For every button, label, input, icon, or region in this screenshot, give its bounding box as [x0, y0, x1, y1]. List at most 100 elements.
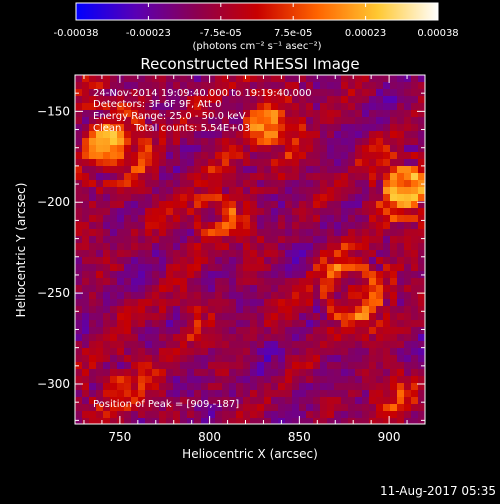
heatmap-cell	[236, 327, 244, 335]
heatmap-cell	[222, 257, 230, 265]
heatmap-cell	[362, 383, 370, 391]
heatmap-cell	[390, 243, 398, 251]
heatmap-cell	[250, 334, 258, 342]
heatmap-cell	[383, 194, 391, 202]
heatmap-cell	[117, 180, 125, 188]
heatmap-cell	[159, 257, 167, 265]
heatmap-cell	[327, 250, 335, 258]
heatmap-cell	[117, 397, 125, 405]
heatmap-cell	[404, 166, 412, 174]
heatmap-cell	[306, 390, 314, 398]
heatmap-cell	[180, 306, 188, 314]
heatmap-cell	[383, 124, 391, 132]
heatmap-cell	[376, 103, 384, 111]
heatmap-cell	[89, 124, 97, 132]
heatmap-cell	[341, 96, 349, 104]
heatmap-cell	[264, 397, 272, 405]
heatmap-cell	[369, 180, 377, 188]
heatmap-cell	[222, 110, 230, 118]
heatmap-cell	[264, 264, 272, 272]
heatmap-cell	[390, 89, 398, 97]
heatmap-cell	[236, 404, 244, 412]
heatmap-cell	[285, 222, 293, 230]
heatmap-cell	[180, 138, 188, 146]
heatmap-cell	[152, 341, 160, 349]
heatmap-cell	[236, 369, 244, 377]
heatmap-cell	[418, 390, 425, 398]
heatmap-cell	[243, 145, 251, 153]
heatmap-cell	[313, 390, 321, 398]
heatmap-cell	[348, 327, 356, 335]
heatmap-cell	[131, 383, 139, 391]
heatmap-cell	[110, 222, 118, 230]
heatmap-cell	[348, 369, 356, 377]
heatmap-cell	[264, 124, 272, 132]
heatmap-cell	[404, 320, 412, 328]
heatmap-cell	[341, 264, 349, 272]
heatmap-cell	[362, 369, 370, 377]
heatmap-cell	[285, 320, 293, 328]
heatmap-cell	[299, 89, 307, 97]
heatmap-cell	[110, 236, 118, 244]
heatmap-cell	[89, 159, 97, 167]
heatmap-cell	[201, 264, 209, 272]
heatmap-cell	[285, 89, 293, 97]
heatmap-cell	[208, 411, 216, 419]
heatmap-cell	[383, 313, 391, 321]
heatmap-cell	[208, 369, 216, 377]
heatmap-cell	[299, 222, 307, 230]
heatmap-cell	[313, 208, 321, 216]
heatmap-cell	[355, 145, 363, 153]
heatmap-cell	[348, 306, 356, 314]
heatmap-cell	[236, 250, 244, 258]
heatmap-cell	[236, 166, 244, 174]
heatmap-cell	[306, 383, 314, 391]
heatmap-cell	[390, 404, 398, 412]
heatmap-cell	[362, 418, 370, 424]
heatmap-cell	[194, 75, 202, 83]
heatmap-cell	[208, 187, 216, 195]
heatmap-cell	[313, 243, 321, 251]
heatmap-cell	[131, 292, 139, 300]
heatmap-cell	[138, 327, 146, 335]
heatmap-cell	[390, 180, 398, 188]
heatmap-cell	[145, 257, 153, 265]
heatmap-cell	[152, 96, 160, 104]
heatmap-cell	[131, 278, 139, 286]
heatmap-cell	[124, 271, 132, 279]
heatmap-cell	[117, 362, 125, 370]
heatmap-cell	[369, 166, 377, 174]
heatmap-cell	[355, 243, 363, 251]
heatmap-cell	[194, 404, 202, 412]
heatmap-cell	[285, 103, 293, 111]
heatmap-cell	[229, 215, 237, 223]
heatmap-cell	[348, 355, 356, 363]
heatmap-cell	[348, 124, 356, 132]
heatmap-cell	[173, 187, 181, 195]
heatmap-cell	[96, 327, 104, 335]
heatmap-cell	[117, 222, 125, 230]
heatmap-cell	[201, 348, 209, 356]
heatmap-cell	[173, 390, 181, 398]
heatmap-cell	[320, 180, 328, 188]
heatmap-cell	[320, 404, 328, 412]
heatmap-cell	[187, 117, 195, 125]
heatmap-cell	[236, 278, 244, 286]
heatmap-cell	[306, 229, 314, 237]
heatmap-cell	[369, 159, 377, 167]
heatmap-cell	[257, 236, 265, 244]
heatmap-cell	[89, 334, 97, 342]
heatmap-cell	[264, 208, 272, 216]
heatmap-cell	[180, 194, 188, 202]
heatmap-cell	[264, 383, 272, 391]
heatmap-cell	[320, 159, 328, 167]
heatmap-cell	[376, 152, 384, 160]
heatmap-cell	[299, 306, 307, 314]
heatmap-cell	[82, 362, 90, 370]
heatmap-cell	[418, 250, 425, 258]
heatmap-cell	[250, 166, 258, 174]
heatmap-cell	[229, 103, 237, 111]
heatmap-cell	[299, 355, 307, 363]
heatmap-cell	[355, 383, 363, 391]
heatmap-cell	[271, 236, 279, 244]
